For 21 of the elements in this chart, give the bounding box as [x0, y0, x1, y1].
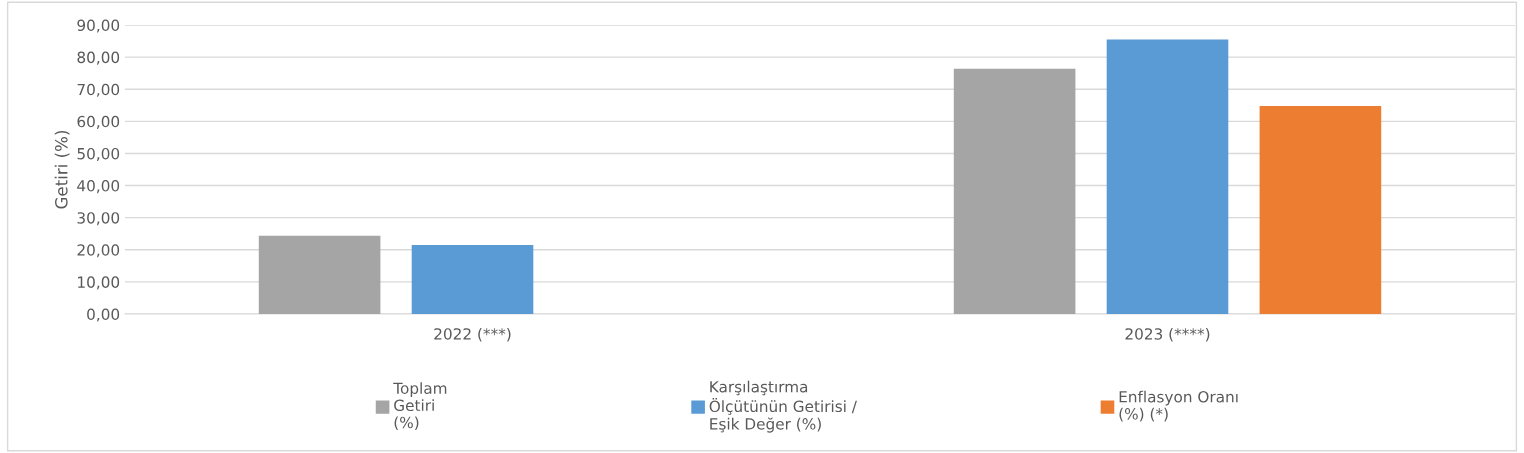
y-tick-label: 90,00 — [77, 19, 120, 33]
y-tick-label: 50,00 — [77, 147, 120, 162]
legend-label: Karşılaştırma Ölçütünün Getirisi / Eşik Değer (%) — [709, 380, 857, 433]
y-tick-label: 20,00 — [77, 244, 120, 258]
x-tick-label: 2022 (***) — [434, 327, 511, 342]
y-tick-label: 70,00 — [77, 83, 120, 97]
y-tick-label: 10,00 — [78, 276, 120, 290]
bar — [258, 235, 381, 314]
x-tick-label: 2023 (****) — [1125, 327, 1210, 342]
y-tick-label: 0,00 — [87, 308, 120, 322]
bar — [1259, 105, 1382, 314]
y-tick-label: 60,00 — [77, 115, 120, 129]
bar — [953, 68, 1076, 314]
y-axis-title: Getiri (%) — [54, 130, 70, 209]
bar — [411, 244, 534, 314]
y-tick-label: 40,00 — [77, 180, 120, 194]
y-tick-label: 30,00 — [77, 212, 120, 226]
y-tick-label: 80,00 — [77, 51, 120, 65]
legend-label: Toplam Getiri (%) — [393, 382, 447, 430]
legend-label: Enflasyon Oranı (%) (*) — [1119, 390, 1238, 422]
bar — [1106, 39, 1229, 314]
